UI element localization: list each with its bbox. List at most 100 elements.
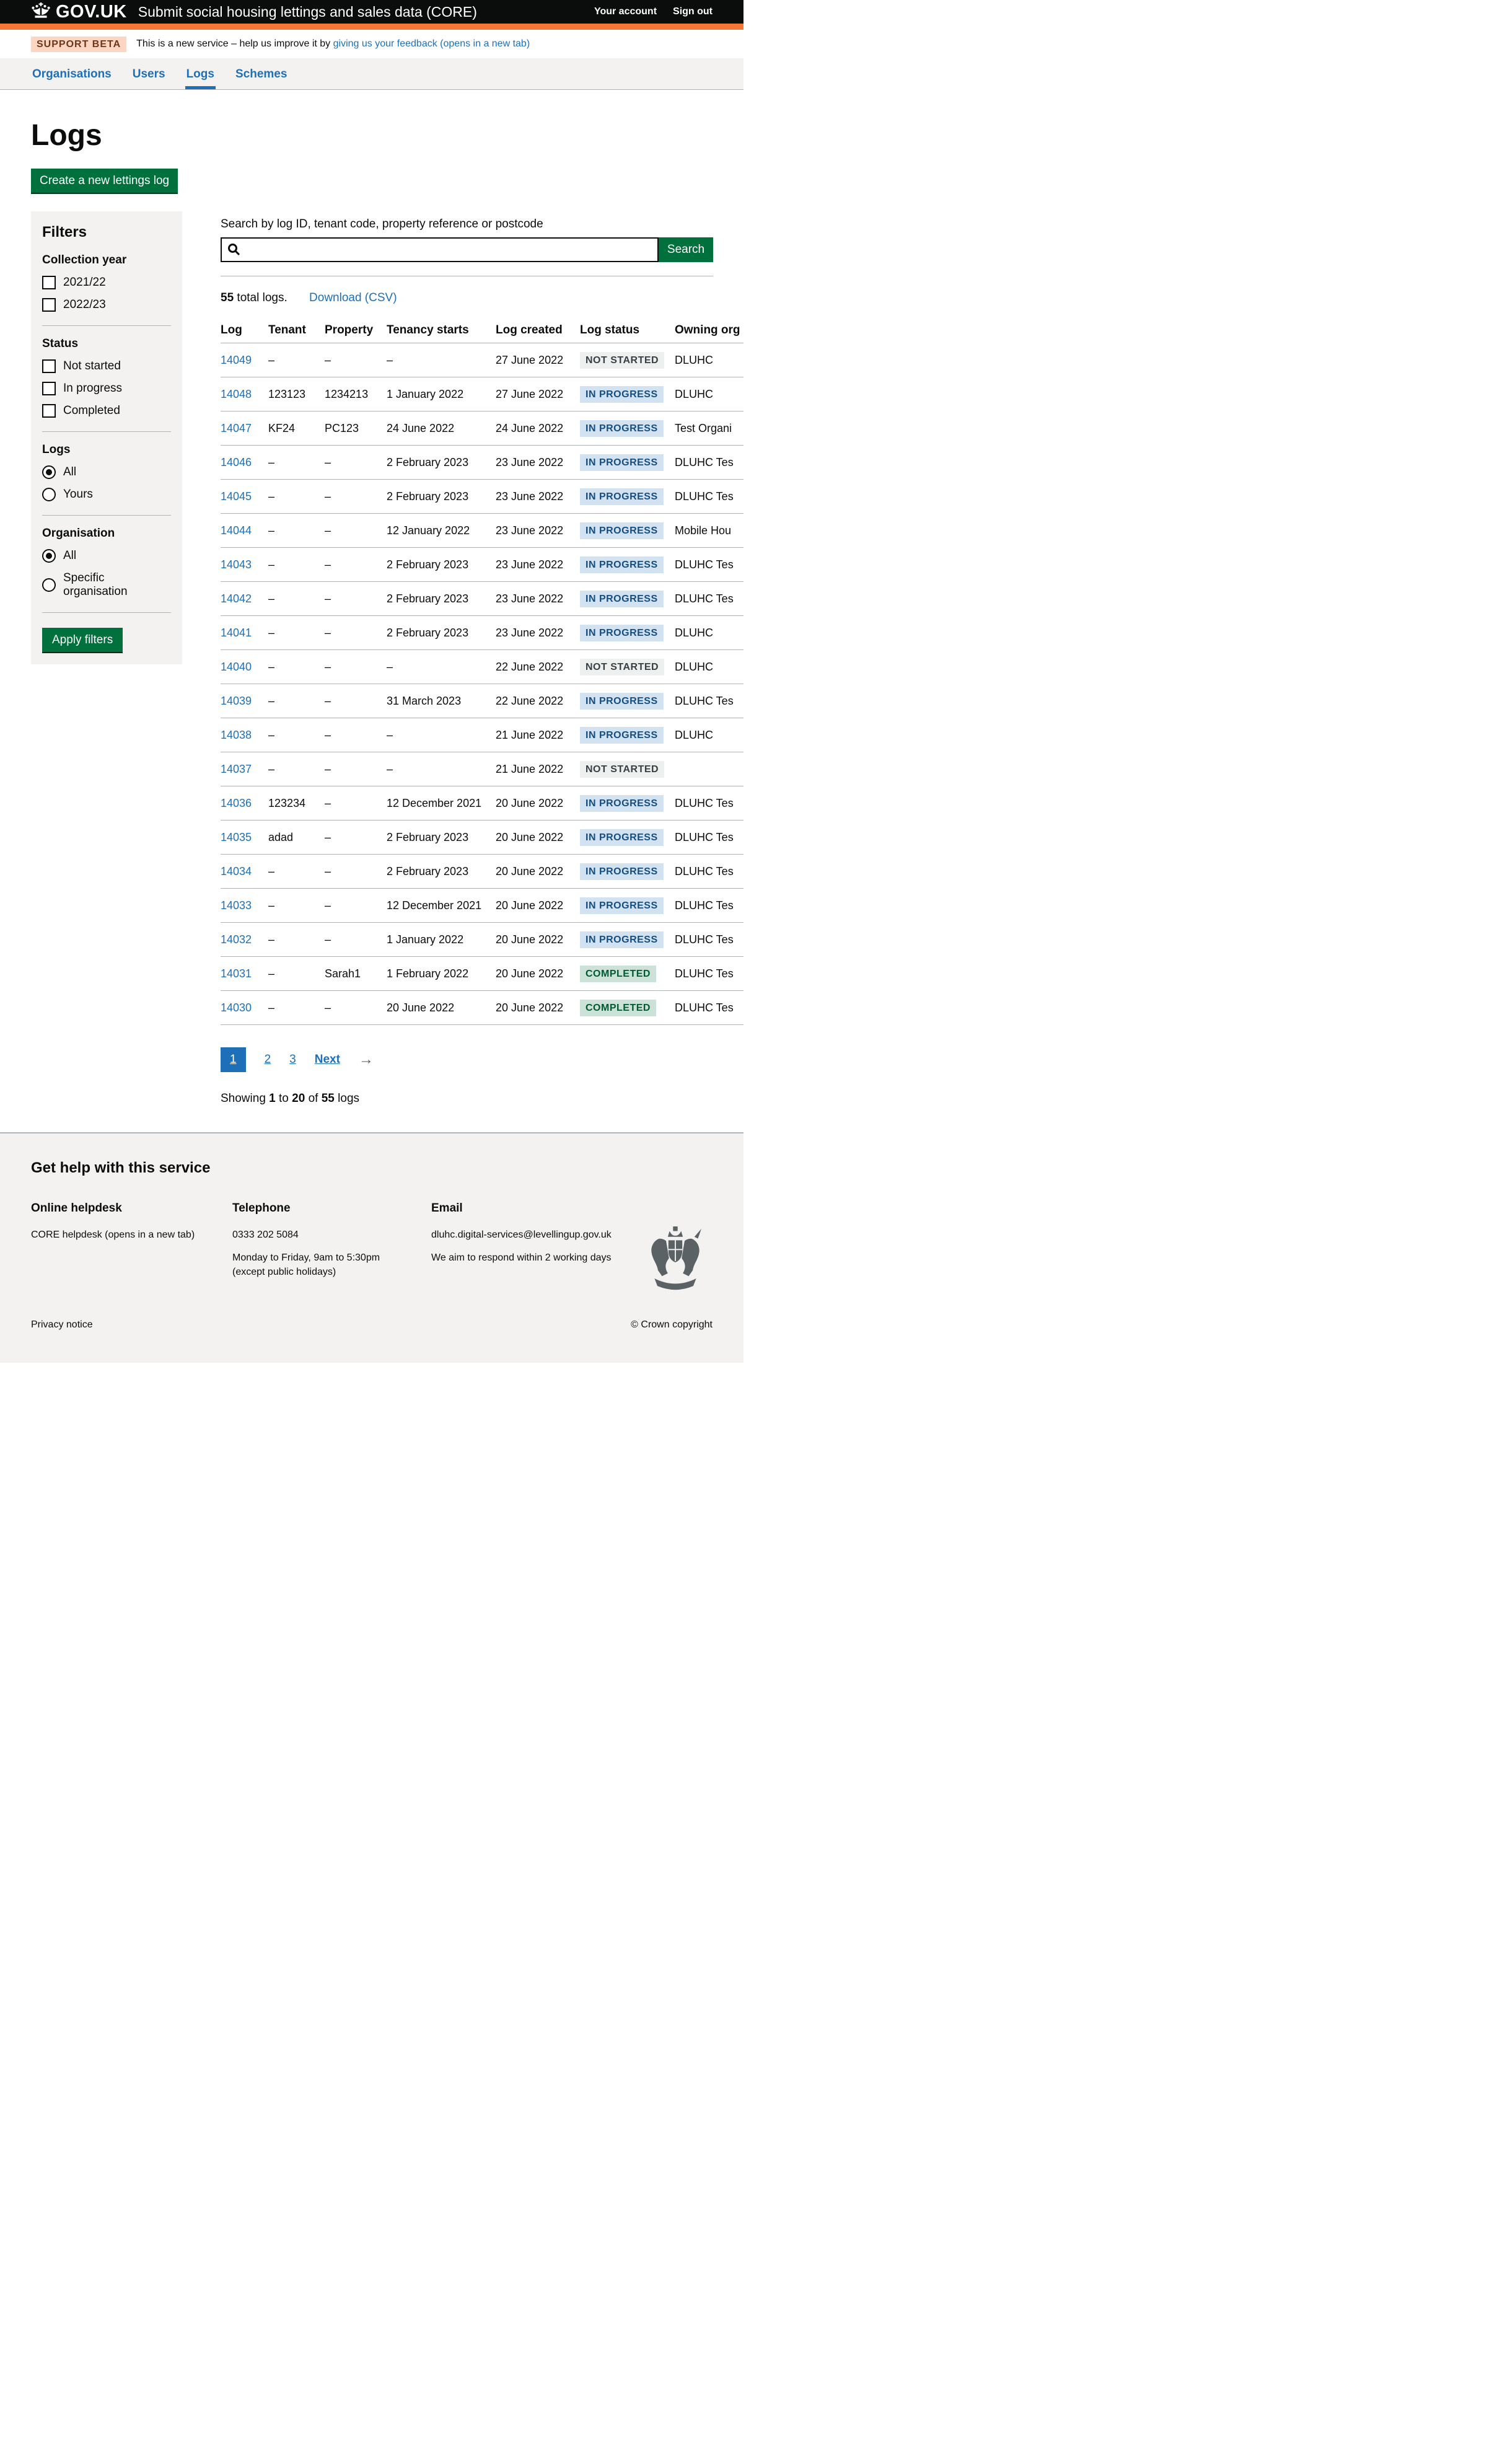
pagination: 1 2 3 Next →	[221, 1047, 744, 1072]
next-page-link[interactable]: Next	[314, 1053, 340, 1066]
log-link-14043[interactable]: 14043	[221, 558, 252, 571]
log-link-14041[interactable]: 14041	[221, 627, 252, 639]
cell-owning: Mobile Hou	[675, 513, 744, 548]
service-name[interactable]: Submit social housing lettings and sales…	[138, 3, 477, 20]
cell-created: 27 June 2022	[496, 377, 580, 411]
email-link[interactable]: dluhc.digital-services@levellingup.gov.u…	[431, 1230, 612, 1240]
filter-option-logs-all[interactable]: All	[42, 465, 171, 479]
create-lettings-log-button[interactable]: Create a new lettings log	[31, 169, 178, 193]
telephone-number: 0333 202 5084	[232, 1230, 299, 1240]
checkbox-in-progress[interactable]	[42, 382, 56, 395]
cell-property: –	[325, 479, 387, 514]
page-2[interactable]: 2	[264, 1053, 271, 1066]
cell-status: IN PROGRESS	[580, 786, 675, 821]
log-link-14038[interactable]: 14038	[221, 729, 252, 741]
cell-tenant: –	[268, 718, 325, 752]
log-link-14039[interactable]: 14039	[221, 695, 252, 707]
header-link-sign-out[interactable]: Sign out	[673, 6, 713, 17]
cell-status: IN PROGRESS	[580, 581, 675, 616]
site-footer: Get help with this service Online helpde…	[0, 1132, 744, 1363]
log-link-14033[interactable]: 14033	[221, 899, 252, 912]
filter-option-status-completed[interactable]: Completed	[42, 404, 171, 418]
cell-tenant: –	[268, 684, 325, 718]
radio-specific-organisation[interactable]	[42, 578, 56, 592]
filter-option-collection-year-2021-22[interactable]: 2021/22	[42, 276, 171, 289]
status-tag: IN PROGRESS	[580, 931, 664, 948]
radio-all[interactable]	[42, 549, 56, 563]
page-1[interactable]: 1	[221, 1047, 246, 1072]
cell-created: 20 June 2022	[496, 922, 580, 957]
option-label: 2021/22	[63, 276, 106, 289]
search-input[interactable]	[221, 237, 659, 262]
nav-item-logs[interactable]: Logs	[185, 58, 216, 89]
filter-group-title: Logs	[42, 443, 71, 456]
header-link-your-account[interactable]: Your account	[594, 6, 657, 17]
nav-item-users[interactable]: Users	[132, 68, 165, 81]
search-button[interactable]: Search	[659, 237, 713, 262]
status-tag: IN PROGRESS	[580, 591, 664, 607]
option-label: Not started	[63, 359, 121, 372]
cell-created: 20 June 2022	[496, 820, 580, 855]
cell-tenancy: 1 February 2022	[387, 956, 496, 991]
cell-tenant: 123123	[268, 377, 325, 411]
log-link-14049[interactable]: 14049	[221, 354, 252, 366]
log-link-14047[interactable]: 14047	[221, 422, 252, 434]
privacy-notice-link[interactable]: Privacy notice	[31, 1319, 93, 1330]
nav-item-schemes[interactable]: Schemes	[235, 68, 287, 81]
log-link-14035[interactable]: 14035	[221, 831, 252, 843]
column-header-owning-org: Owning org	[675, 317, 744, 343]
cell-owning: DLUHC Tes	[675, 445, 744, 480]
filter-option-organisation-specific-organisation[interactable]: Specific organisation	[42, 571, 171, 599]
log-link-14034[interactable]: 14034	[221, 865, 252, 878]
checkbox-2021-22[interactable]	[42, 276, 56, 289]
page-3[interactable]: 3	[289, 1053, 296, 1066]
cell-owning: DLUHC	[675, 615, 744, 650]
log-link-14045[interactable]: 14045	[221, 490, 252, 503]
checkbox-2022-23[interactable]	[42, 298, 56, 312]
download-csv-link[interactable]: Download (CSV)	[309, 291, 397, 304]
column-header-log-status: Log status	[580, 317, 675, 343]
filter-option-organisation-all[interactable]: All	[42, 549, 171, 563]
cell-log: 14031	[221, 956, 268, 991]
log-link-14031[interactable]: 14031	[221, 967, 252, 980]
cell-owning: DLUHC Tes	[675, 786, 744, 821]
column-header-tenant: Tenant	[268, 317, 325, 343]
total-logs-label: total logs.	[237, 291, 287, 304]
filter-option-collection-year-2022-23[interactable]: 2022/23	[42, 298, 171, 312]
cell-owning: DLUHC Tes	[675, 820, 744, 855]
log-link-14040[interactable]: 14040	[221, 661, 252, 673]
checkbox-not-started[interactable]	[42, 359, 56, 373]
apply-filters-button[interactable]: Apply filters	[42, 628, 123, 652]
filter-option-logs-yours[interactable]: Yours	[42, 488, 171, 501]
core-helpdesk-link[interactable]: CORE helpdesk (opens in a new tab)	[31, 1230, 195, 1240]
cell-tenant: 123234	[268, 786, 325, 821]
status-tag: IN PROGRESS	[580, 863, 664, 880]
govuk-logotype: GOV.UK	[56, 1, 127, 22]
radio-yours[interactable]	[42, 488, 56, 501]
cell-tenancy: 2 February 2023	[387, 547, 496, 582]
cell-owning: DLUHC	[675, 718, 744, 752]
cell-tenant: –	[268, 615, 325, 650]
option-label: 2022/23	[63, 298, 106, 311]
filter-option-status-not-started[interactable]: Not started	[42, 359, 171, 373]
log-link-14037[interactable]: 14037	[221, 763, 252, 775]
checkbox-completed[interactable]	[42, 404, 56, 418]
filter-option-status-in-progress[interactable]: In progress	[42, 382, 171, 395]
feedback-link[interactable]: giving us your feedback (opens in a new …	[333, 38, 530, 49]
cell-created: 20 June 2022	[496, 888, 580, 923]
log-link-14036[interactable]: 14036	[221, 797, 252, 809]
log-link-14042[interactable]: 14042	[221, 592, 252, 605]
log-link-14030[interactable]: 14030	[221, 1001, 252, 1014]
log-link-14046[interactable]: 14046	[221, 456, 252, 469]
table-row: 14049– – –27 June 2022 NOT STARTED DLUHC	[221, 343, 744, 377]
cell-property: 1234213	[325, 377, 387, 411]
log-link-14048[interactable]: 14048	[221, 388, 252, 400]
crown-copyright-link[interactable]: © Crown copyright	[631, 1319, 713, 1330]
cell-tenant: –	[268, 479, 325, 514]
status-tag: NOT STARTED	[580, 352, 665, 369]
log-link-14032[interactable]: 14032	[221, 933, 252, 946]
radio-all[interactable]	[42, 465, 56, 479]
govuk-logo[interactable]: GOV.UK	[31, 2, 127, 22]
log-link-14044[interactable]: 14044	[221, 524, 252, 537]
nav-item-organisations[interactable]: Organisations	[32, 68, 112, 81]
